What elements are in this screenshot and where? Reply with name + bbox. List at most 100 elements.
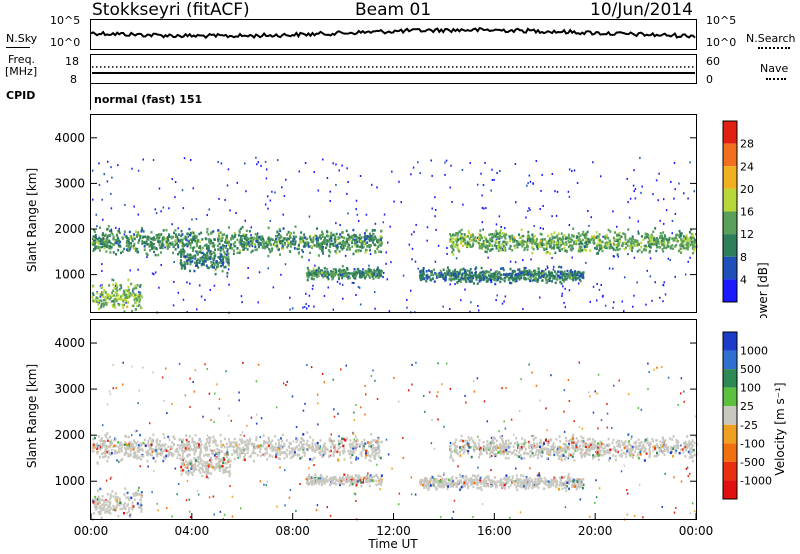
power-cell	[660, 239, 663, 243]
power-cell	[640, 235, 643, 238]
power-cell	[94, 246, 97, 249]
power-speckle	[673, 161, 676, 164]
power-cell	[137, 241, 140, 244]
power-cell	[504, 273, 507, 277]
power-speckle	[101, 263, 103, 266]
power-cell	[307, 269, 310, 272]
velocity-cell	[132, 445, 135, 449]
power-cell	[335, 244, 338, 248]
power-cell	[568, 272, 571, 275]
power-cell	[348, 238, 351, 242]
power-cell	[522, 234, 525, 238]
power-cell	[530, 272, 533, 275]
power-cell	[446, 269, 449, 273]
power-cell	[195, 264, 198, 267]
velocity-speckle	[451, 517, 453, 520]
power-cell	[575, 236, 578, 239]
power-cell	[510, 281, 513, 285]
power-cell	[502, 273, 505, 276]
power-cell	[650, 246, 653, 249]
power-speckle	[426, 239, 428, 242]
power-cell	[497, 276, 500, 279]
power-cell	[643, 244, 646, 248]
power-cell	[372, 238, 375, 242]
velocity-speckle	[653, 368, 655, 371]
power-cell	[648, 239, 651, 242]
power-cell	[223, 244, 226, 248]
velocity-speckle	[687, 475, 689, 478]
power-cell	[118, 297, 121, 301]
power-cell	[314, 271, 317, 275]
power-speckle	[383, 213, 386, 216]
power-cell	[94, 297, 97, 301]
power-speckle	[172, 304, 175, 307]
power-cell	[367, 270, 370, 273]
power-cell	[219, 249, 222, 252]
velocity-speckle	[452, 510, 455, 513]
power-cell	[651, 236, 654, 239]
velocity-cell	[337, 439, 340, 443]
power-speckle	[192, 187, 195, 190]
power-cell	[97, 241, 100, 245]
power-cell	[488, 270, 491, 274]
velocity-cell	[241, 451, 244, 454]
power-cell	[517, 243, 520, 246]
power-cell	[484, 238, 487, 241]
power-cell	[225, 236, 228, 239]
velocity-speckle	[108, 390, 111, 393]
power-cell	[482, 270, 485, 273]
power-cell	[144, 235, 147, 239]
velocity-speckle	[498, 430, 500, 433]
power-cell	[582, 276, 585, 280]
velocity-speckle	[667, 376, 670, 379]
velocity-cell	[223, 445, 226, 449]
power-cell	[322, 240, 325, 244]
power-speckle	[198, 284, 201, 287]
velocity-cell	[239, 449, 242, 453]
velocity-cell	[97, 446, 100, 449]
power-cell	[471, 233, 474, 236]
velocity-cell	[139, 442, 142, 445]
power-cell	[572, 227, 575, 231]
velocity-cell	[262, 444, 265, 448]
power-cell	[309, 271, 312, 275]
velocity-cell	[256, 454, 259, 457]
power-cell	[254, 248, 257, 252]
velocity-cell	[342, 437, 345, 441]
power-cell	[452, 241, 455, 244]
power-cell	[313, 234, 316, 237]
power-cell	[148, 236, 151, 239]
power-cell	[634, 244, 637, 247]
power-speckle	[369, 253, 372, 256]
power-cell	[189, 262, 192, 266]
power-cell	[354, 272, 357, 275]
power-cell	[523, 273, 526, 277]
noise-sky-line	[6, 47, 30, 48]
power-cell	[236, 251, 239, 255]
velocity-speckle	[289, 489, 292, 492]
velocity-cell	[349, 449, 352, 453]
power-cell	[499, 246, 502, 250]
power-cell	[126, 296, 129, 299]
power-cell	[540, 243, 543, 247]
power-speckle	[257, 161, 260, 164]
power-cell	[297, 252, 300, 255]
power-cell	[574, 240, 577, 244]
velocity-cell	[370, 441, 373, 444]
power-speckle	[477, 304, 479, 307]
power-speckle	[243, 162, 246, 165]
velocity-speckle	[171, 402, 173, 405]
power-cell	[241, 245, 244, 248]
velocity-cell	[244, 453, 247, 456]
power-cell	[581, 248, 584, 252]
power-speckle	[304, 305, 306, 308]
power-cell	[380, 242, 383, 246]
power-cell	[596, 252, 599, 255]
velocity-cell	[172, 452, 175, 456]
velocity-speckle	[393, 376, 395, 379]
power-cell	[319, 234, 322, 237]
power-ylabel: Slant Range [km]	[25, 168, 39, 272]
power-cell	[332, 243, 335, 246]
velocity-cell	[328, 454, 331, 457]
power-speckle	[435, 228, 437, 231]
